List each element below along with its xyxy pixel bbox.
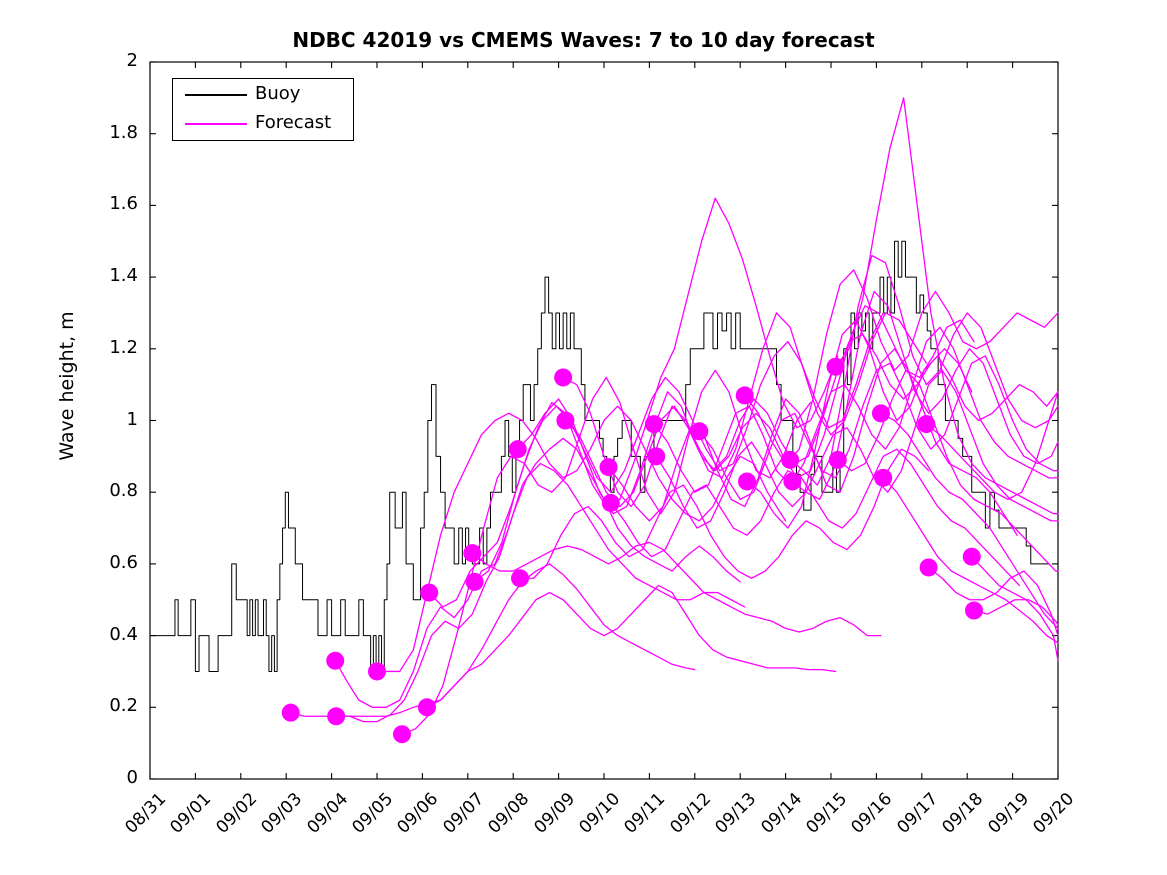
- y-tick-label: 1.4: [109, 265, 138, 287]
- legend-label-forecast: Forecast: [255, 112, 332, 133]
- legend-entry-buoy: Buoy: [173, 81, 353, 109]
- y-tick-label: 0.2: [109, 695, 138, 717]
- y-tick-label: 0: [126, 767, 138, 788]
- legend: Buoy Forecast: [172, 78, 354, 141]
- legend-entry-forecast: Forecast: [173, 110, 353, 138]
- legend-swatch-buoy: [185, 94, 247, 96]
- y-tick-label: 0.6: [109, 551, 138, 573]
- y-tick-label: 0.8: [109, 480, 138, 502]
- y-tick-label: 1.8: [109, 121, 138, 143]
- data-series: [149, 97, 1059, 735]
- legend-label-buoy: Buoy: [255, 83, 301, 104]
- legend-swatch-forecast: [185, 123, 247, 125]
- axis-ticks: [149, 61, 1059, 780]
- y-tick-label: 1.6: [109, 193, 138, 215]
- y-tick-label: 2: [126, 50, 138, 71]
- chart-title: NDBC 42019 vs CMEMS Waves: 7 to 10 day f…: [292, 28, 875, 52]
- y-tick-label: 1.2: [109, 336, 138, 358]
- y-tick-label: 1: [126, 408, 138, 430]
- forecast-start-markers: [281, 357, 984, 744]
- y-tick-label: 0.4: [109, 623, 138, 645]
